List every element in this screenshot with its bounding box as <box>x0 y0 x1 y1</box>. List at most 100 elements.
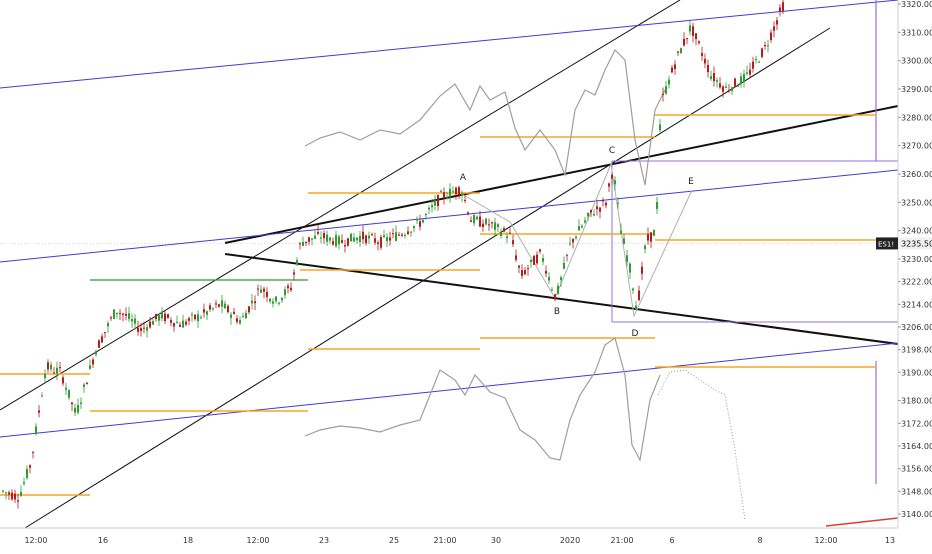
candle-body <box>119 312 121 314</box>
candle-body <box>278 302 280 304</box>
candle <box>695 33 697 46</box>
candle <box>359 230 361 247</box>
candle <box>491 221 493 229</box>
candle <box>83 382 85 393</box>
candle <box>743 69 745 88</box>
candle <box>251 293 253 310</box>
candle <box>182 314 184 328</box>
candle-body <box>470 220 472 222</box>
y-tick-label: 3148.00 <box>901 487 932 496</box>
wave-label: A <box>460 173 467 183</box>
candle <box>533 255 535 266</box>
time-axis[interactable]: 12:00 16 18 12:00 23 25 21:00 30 2020 21:00 6 8 12:0… <box>0 527 898 545</box>
candle-body <box>86 382 88 385</box>
candle <box>332 237 334 247</box>
candle-body <box>485 218 487 225</box>
candle-body <box>491 222 493 224</box>
candle <box>680 47 682 54</box>
candle <box>389 231 391 246</box>
channel-upper-line <box>0 0 681 411</box>
candle-body <box>338 236 340 245</box>
candle-body <box>608 183 610 187</box>
candle-body <box>569 243 571 245</box>
candle <box>371 232 373 237</box>
candle-body <box>641 266 643 274</box>
candle-body <box>494 222 496 230</box>
candle <box>764 41 766 50</box>
candle-body <box>251 300 253 304</box>
candle <box>719 77 721 90</box>
candle <box>422 219 424 224</box>
candle-body <box>317 231 319 234</box>
candle <box>416 216 418 225</box>
candle <box>317 225 319 236</box>
candle <box>158 313 160 326</box>
candle-body <box>149 321 151 328</box>
candle <box>740 72 742 88</box>
candle-body <box>254 301 256 304</box>
candle-body <box>92 359 94 365</box>
candle-body <box>548 277 550 281</box>
candle-body <box>131 319 133 322</box>
candle-body <box>581 225 583 228</box>
candle <box>536 251 538 266</box>
candle-body <box>176 321 178 323</box>
candle-body <box>416 219 418 221</box>
candle-body <box>287 285 289 289</box>
candle-body <box>284 289 286 296</box>
candle <box>122 312 124 322</box>
candle <box>164 311 166 324</box>
candle-body <box>461 193 463 196</box>
candle-body <box>578 226 580 231</box>
candle <box>626 249 628 267</box>
candle-body <box>743 73 745 83</box>
candle-body <box>629 263 631 273</box>
candle-body <box>137 327 139 332</box>
candle-body <box>617 202 619 204</box>
candle-body <box>479 216 481 227</box>
candle-body <box>533 255 535 265</box>
candle <box>722 85 724 98</box>
candle <box>452 186 454 193</box>
candle-body <box>194 314 196 320</box>
drawing-layer <box>0 0 899 529</box>
x-tick-label: 16 <box>98 536 108 545</box>
candle-body <box>191 314 193 316</box>
candle <box>188 316 190 326</box>
x-tick-label: 12:00 <box>814 536 837 545</box>
candle <box>683 32 685 47</box>
candle-body <box>410 231 412 233</box>
candle <box>269 297 271 304</box>
candle-body <box>725 86 727 88</box>
candle-body <box>221 300 223 307</box>
candle <box>545 265 547 278</box>
candle <box>542 254 544 266</box>
price-axis[interactable]: 3320.00 3310.00 3300.00 3290.00 3280.00 3270.… <box>876 0 932 550</box>
candle-body <box>38 410 40 413</box>
candle <box>365 234 367 246</box>
x-tick-label: 8 <box>757 536 762 545</box>
candle <box>707 59 709 78</box>
candle-body <box>542 258 544 262</box>
candle <box>635 300 637 310</box>
candle-body <box>713 73 715 82</box>
candle-body <box>602 200 604 202</box>
candle-body <box>692 26 694 36</box>
candle <box>557 282 559 295</box>
candle <box>35 423 37 436</box>
candle-body <box>311 238 313 240</box>
candle-body <box>233 311 235 315</box>
candle <box>59 361 61 373</box>
candle <box>215 299 217 309</box>
candle-body <box>134 318 136 324</box>
candle <box>560 275 562 288</box>
candle <box>428 205 430 215</box>
candle-body <box>632 288 634 291</box>
candle <box>101 333 103 344</box>
candle <box>245 309 247 319</box>
candle <box>77 398 79 415</box>
candle-body <box>455 187 457 195</box>
candle-body <box>650 232 652 242</box>
